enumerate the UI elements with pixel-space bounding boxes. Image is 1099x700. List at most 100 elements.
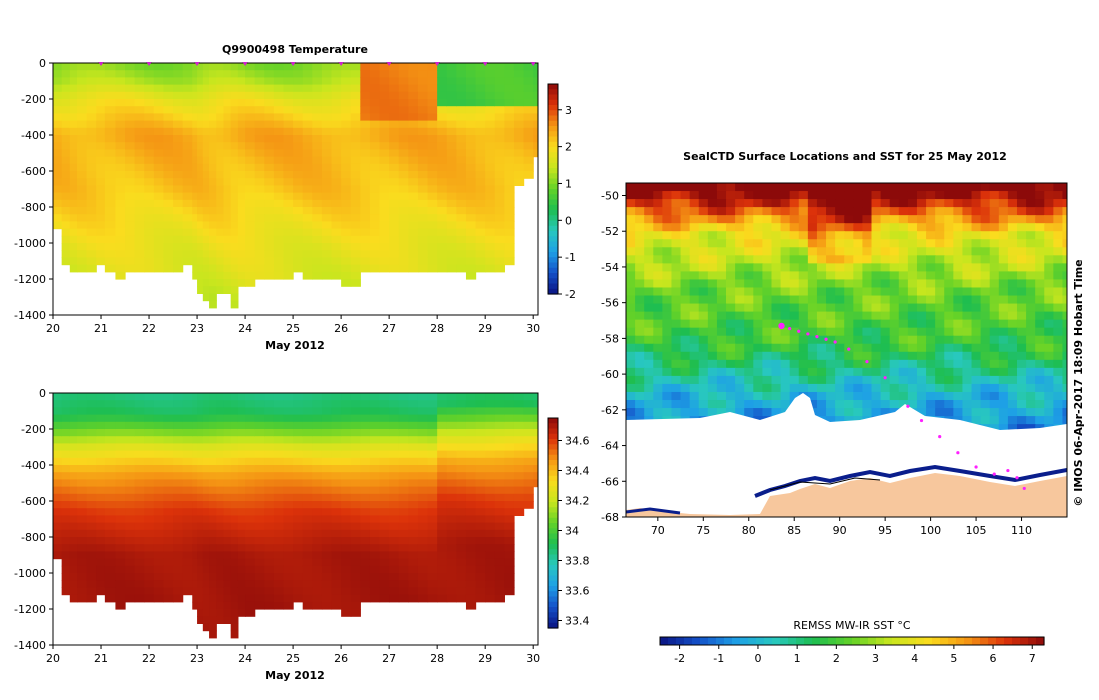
heatmap-cell (153, 70, 165, 78)
heatmap-cell (312, 84, 323, 93)
heatmap-cell (302, 493, 313, 502)
heatmap-cell (197, 465, 204, 473)
sst-cell (935, 375, 946, 385)
heatmap-cell (350, 493, 361, 502)
heatmap-cell (293, 465, 304, 473)
sst-cell (680, 287, 691, 297)
heatmap-cell (216, 501, 225, 509)
heatmap-cell (513, 400, 525, 408)
heatmap-cell (192, 106, 198, 114)
heatmap-cell (223, 443, 232, 452)
sst-cell (916, 327, 927, 337)
sst-cell (826, 335, 836, 345)
heatmap-cell (302, 91, 313, 100)
sst-cell (807, 247, 818, 257)
heatmap-cell (504, 457, 515, 466)
heatmap-cell (293, 421, 304, 430)
heatmap-cell (216, 264, 225, 273)
heatmap-cell (61, 163, 71, 172)
sst-cell (680, 311, 691, 321)
heatmap-cell (115, 171, 126, 179)
heatmap-cell (331, 264, 342, 273)
heatmap-cell (302, 63, 313, 71)
heatmap-cell (504, 522, 515, 531)
sst-cell (1062, 223, 1067, 233)
sst-cell (744, 287, 755, 297)
heatmap-cell (254, 450, 265, 459)
sst-cell (844, 327, 855, 337)
sst-cell (1035, 255, 1046, 265)
heatmap-cell (144, 185, 155, 194)
heatmap-cell (264, 472, 275, 480)
sst-cell (898, 271, 909, 281)
heatmap-cell (417, 243, 429, 251)
sst-cell (807, 287, 818, 297)
heatmap-cell (202, 479, 210, 488)
heatmap-cell (504, 214, 515, 222)
heatmap-cell (182, 465, 193, 473)
heatmap-cell (264, 221, 275, 230)
heatmap-cell (360, 544, 371, 552)
heatmap-cell (465, 214, 477, 222)
heatmap-cell (398, 135, 409, 143)
heatmap-cell (264, 70, 275, 78)
heatmap-cell (86, 257, 97, 266)
sst-cell (971, 295, 982, 305)
heatmap-cell (302, 587, 313, 596)
heatmap-cell (283, 407, 294, 416)
heatmap-cell (173, 113, 184, 122)
sst-cell (916, 231, 927, 241)
sst-cell (862, 400, 873, 409)
heatmap-cell (182, 414, 193, 423)
sst-cell (807, 375, 818, 385)
heatmap-cell (125, 400, 136, 408)
sst-cell (1053, 351, 1064, 361)
sst-cell (698, 295, 709, 305)
heatmap-cell (223, 163, 232, 172)
heatmap-cell (96, 573, 106, 581)
sst-cell (907, 247, 918, 257)
sst-cell (962, 191, 973, 200)
sst-cell (998, 343, 1009, 353)
colorbar-tick-label: 2 (565, 141, 572, 154)
heatmap-cell (273, 565, 285, 574)
heatmap-cell (223, 271, 232, 280)
sst-cell (1016, 239, 1027, 249)
sst-cell (980, 239, 991, 249)
heatmap-cell (192, 235, 198, 244)
colorbar-swatch (548, 204, 558, 211)
sst-cell (835, 239, 846, 249)
heatmap-cell (53, 537, 63, 545)
heatmap-cell (389, 465, 400, 473)
sst-cell (826, 303, 836, 313)
heatmap-cell (341, 393, 352, 401)
heatmap-cell (398, 551, 409, 560)
heatmap-cell (163, 178, 174, 186)
heatmap-cell (446, 106, 457, 114)
heatmap-cell (360, 472, 371, 480)
sst-cell (889, 303, 900, 313)
heatmap-cell (192, 199, 198, 208)
heatmap-cell (456, 400, 467, 408)
heatmap-cell (523, 486, 534, 495)
heatmap-cell (446, 515, 457, 524)
heatmap-cell (475, 414, 486, 423)
heatmap-cell (283, 243, 294, 251)
heatmap-cell (237, 214, 246, 222)
sst-cell (1035, 247, 1046, 257)
sst-cell (998, 400, 1009, 409)
heatmap-cell (293, 429, 304, 437)
heatmap-cell (96, 214, 106, 222)
heatmap-cell (216, 77, 225, 86)
heatmap-cell (360, 587, 371, 596)
heatmap-cell (104, 565, 117, 574)
sst-cell (871, 375, 882, 385)
heatmap-cell (144, 486, 155, 495)
heatmap-cell (77, 106, 88, 114)
sst-cell (626, 239, 636, 249)
heatmap-cell (61, 436, 71, 444)
sst-cell (644, 191, 655, 200)
heatmap-cell (202, 250, 210, 258)
heatmap-cell (446, 443, 457, 452)
heatmap-cell (163, 264, 174, 273)
